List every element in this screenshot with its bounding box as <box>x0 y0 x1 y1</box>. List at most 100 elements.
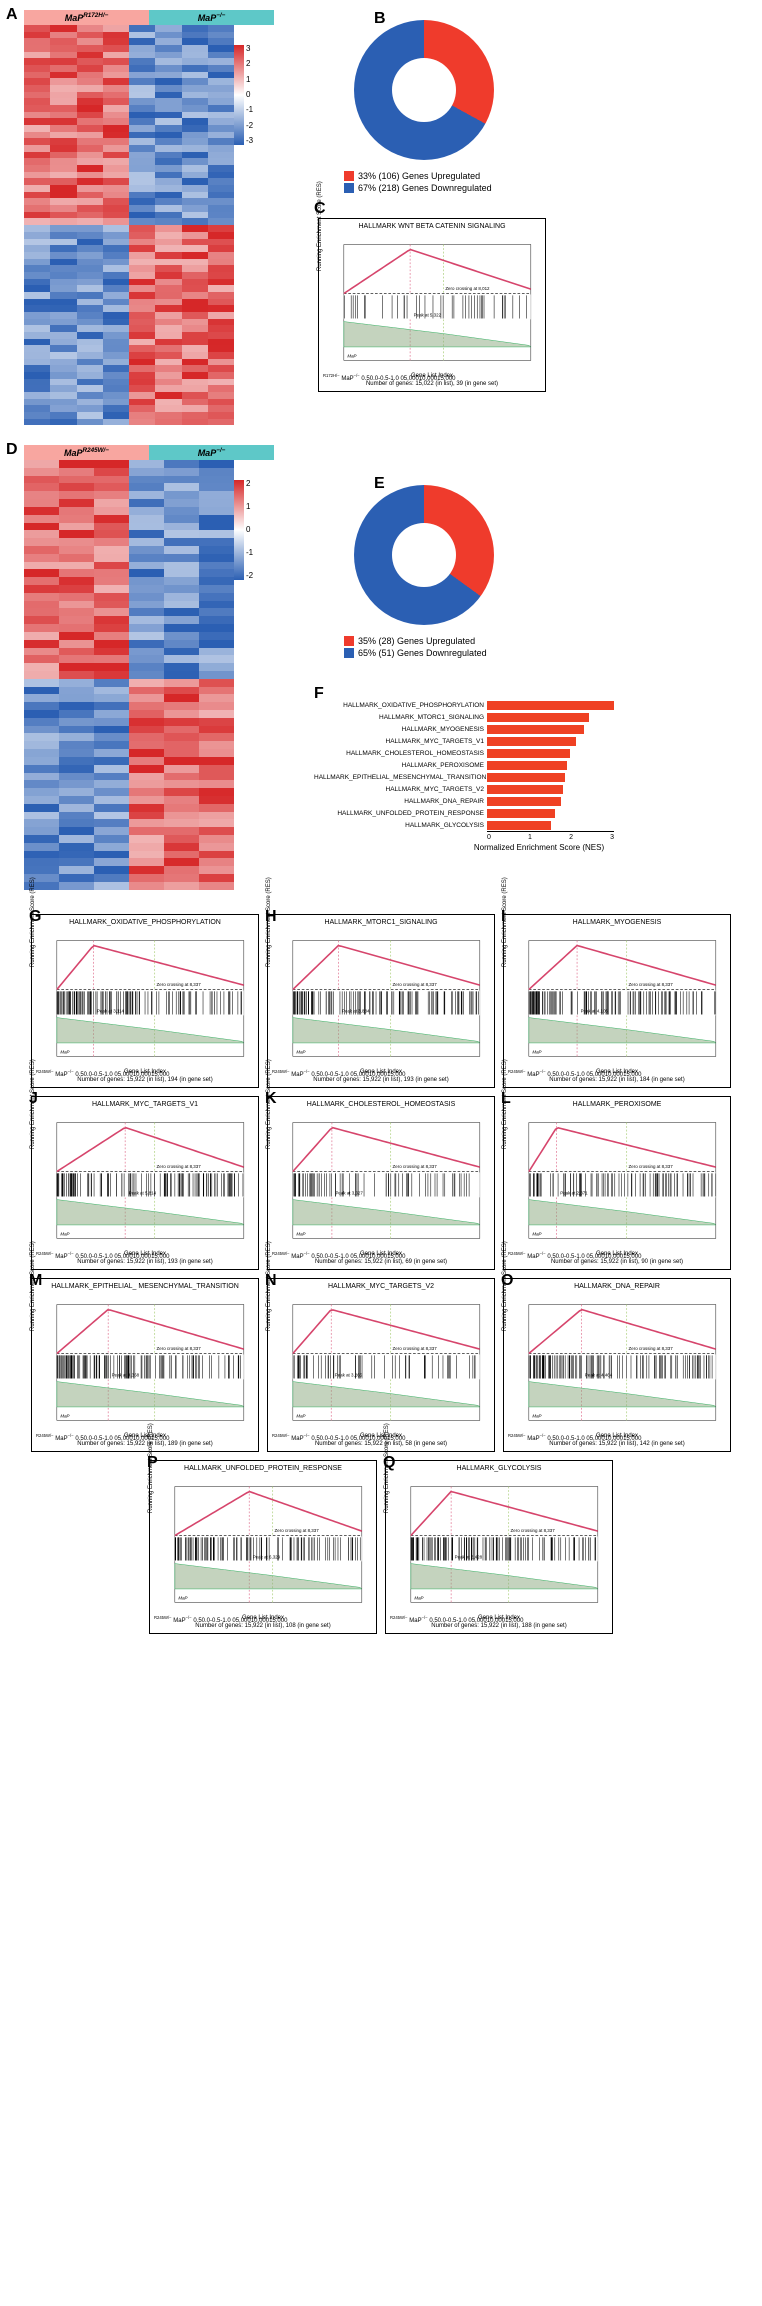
bar-label: HALLMARK_CHOLESTEROL_HOMEOSTASIS <box>314 750 487 757</box>
svg-text:Peak at 3,884: Peak at 3,884 <box>342 1009 370 1014</box>
svg-text:Peak at 3,265: Peak at 3,265 <box>335 1373 363 1378</box>
panel-label-A: A <box>6 6 18 24</box>
gsea-ylabel: Running Enrichment Score (RES) <box>30 1241 36 1331</box>
bar-label: HALLMARK_MTORC1_SIGNALING <box>314 714 487 721</box>
svg-text:Zero crossing at 8,337: Zero crossing at 8,337 <box>275 1528 320 1533</box>
panel-M: M HALLMARK_EPITHELIAL_ MESENCHYMAL_TRANS… <box>27 1274 263 1456</box>
bar-xlabel: Normalized Enrichment Score (NES) <box>464 843 614 852</box>
gsea-title: HALLMARK WNT BETA CATENIN SIGNALING <box>323 223 541 239</box>
svg-text:MaP: MaP <box>60 1414 69 1419</box>
donut-E: 35% (28) Genes Upregulated 65% (51) Gene… <box>314 485 534 659</box>
gsea-panel-J: HALLMARK_MYC_TARGETS_V1 Running Enrichme… <box>31 1096 259 1270</box>
gsea-panel-P: HALLMARK_UNFOLDED_PROTEIN_RESPONSE Runni… <box>149 1460 377 1634</box>
bar-label: HALLMARK_UNFOLDED_PROTEIN_RESPONSE <box>314 810 487 817</box>
gsea-title: HALLMARK_EPITHELIAL_ MESENCHYMAL_TRANSIT… <box>36 1283 254 1299</box>
bar-label: HALLMARK_MYC_TARGETS_V1 <box>314 738 487 745</box>
donut-chart <box>354 20 494 160</box>
svg-text:MaP: MaP <box>296 1414 305 1419</box>
svg-text:MaP: MaP <box>532 1050 541 1055</box>
gsea-ylabel: Running Enrichment Score (RES) <box>502 1059 508 1149</box>
panel-Q: Q HALLMARK_GLYCOLYSIS Running Enrichment… <box>381 1456 617 1638</box>
gsea-title: HALLMARK_UNFOLDED_PROTEIN_RESPONSE <box>154 1465 372 1481</box>
svg-text:Peak at 3,327: Peak at 3,327 <box>335 1191 363 1196</box>
gsea-title: HALLMARK_GLYCOLYSIS <box>390 1465 608 1481</box>
gsea-ylabel: Running Enrichment Score (RES) <box>384 1423 390 1513</box>
gsea-plot: Running Enrichment Score (RES) Peak at 4… <box>508 1301 726 1431</box>
gsea-panel-I: HALLMARK_MYOGENESIS Running Enrichment S… <box>503 914 731 1088</box>
bar-label: HALLMARK_DNA_REPAIR <box>314 798 487 805</box>
gsea-ylabel: Running Enrichment Score (RES) <box>266 1241 272 1331</box>
svg-text:Zero crossing at 8,337: Zero crossing at 8,337 <box>511 1528 556 1533</box>
heatmap-header-right: MaP−/− <box>149 445 274 460</box>
gsea-ylabel: Running Enrichment Score (RES) <box>502 1241 508 1331</box>
donut-B: 33% (106) Genes Upregulated 67% (218) Ge… <box>314 20 534 194</box>
donut-legend: 35% (28) Genes Upregulated 65% (51) Gene… <box>344 635 534 659</box>
svg-text:MaP: MaP <box>296 1050 305 1055</box>
panel-label-D: D <box>6 441 18 459</box>
gsea-ylabel: Running Enrichment Score (RES) <box>502 877 508 967</box>
svg-text:Zero crossing at 8,337: Zero crossing at 8,337 <box>157 1164 202 1169</box>
svg-text:Peak at 4,105: Peak at 4,105 <box>581 1009 609 1014</box>
panel-C: C HALLMARK WNT BETA CATENIN SIGNALING Ru… <box>314 214 550 396</box>
figure-container: A MaPR172H/− MaP−/− 3210-1-2-3 B 33% (10… <box>10 10 752 1638</box>
panel-P: P HALLMARK_UNFOLDED_PROTEIN_RESPONSE Run… <box>145 1456 381 1638</box>
legend-up: 35% (28) Genes Upregulated <box>358 636 475 646</box>
gsea-panel-C: HALLMARK WNT BETA CATENIN SIGNALING Runn… <box>318 218 546 392</box>
svg-text:Zero crossing at 8,337: Zero crossing at 8,337 <box>157 982 202 987</box>
heatmap-header-left: MaPR172H/− <box>24 10 149 25</box>
svg-text:Peak at 3,114: Peak at 3,114 <box>97 1009 125 1014</box>
gsea-ylabel: Running Enrichment Score (RES) <box>148 1423 154 1513</box>
svg-text:MaP: MaP <box>296 1232 305 1237</box>
svg-text:Peak at 3,428: Peak at 3,428 <box>455 1555 483 1560</box>
panel-K: K HALLMARK_CHOLESTEROL_HOMEOSTASIS Runni… <box>263 1092 499 1274</box>
gsea-panel-K: HALLMARK_CHOLESTEROL_HOMEOSTASIS Running… <box>267 1096 495 1270</box>
gsea-plot: Running Enrichment Score (RES) Peak at 3… <box>36 937 254 1067</box>
svg-text:Zero crossing at 8,337: Zero crossing at 8,337 <box>393 1346 438 1351</box>
legend-down: 65% (51) Genes Downregulated <box>358 648 487 658</box>
heatmap-D: MaPR245W/− MaP−/− 210-1-2 <box>24 445 274 890</box>
svg-text:Peak at 5,814: Peak at 5,814 <box>129 1191 157 1196</box>
heatmap-header-left: MaPR245W/− <box>24 445 149 460</box>
svg-text:MaP: MaP <box>347 354 356 359</box>
panel-E: E 35% (28) Genes Upregulated 65% (51) Ge… <box>314 485 614 659</box>
bar-label: HALLMARK_PEROXISOME <box>314 762 487 769</box>
gsea-title: HALLMARK_MYC_TARGETS_V1 <box>36 1101 254 1117</box>
bar-label: HALLMARK_MYOGENESIS <box>314 726 487 733</box>
panel-G: G HALLMARK_OXIDATIVE_PHOSPHORYLATION Run… <box>27 910 263 1092</box>
bar-label: HALLMARK_GLYCOLYSIS <box>314 822 487 829</box>
panel-J: J HALLMARK_MYC_TARGETS_V1 Running Enrich… <box>27 1092 263 1274</box>
gsea-C: HALLMARK WNT BETA CATENIN SIGNALING Runn… <box>314 218 550 392</box>
gsea-plot: Running Enrichment Score (RES) Peak at 5… <box>323 241 541 371</box>
panel-O: O HALLMARK_DNA_REPAIR Running Enrichment… <box>499 1274 735 1456</box>
svg-text:MaP: MaP <box>178 1596 187 1601</box>
gsea-title: HALLMARK_CHOLESTEROL_HOMEOSTASIS <box>272 1101 490 1117</box>
panel-B: B 33% (106) Genes Upregulated 67% (218) … <box>314 20 550 194</box>
gsea-title: HALLMARK_MYC_TARGETS_V2 <box>272 1283 490 1299</box>
panel-label-F: F <box>314 685 324 703</box>
gsea-ylabel: Running Enrichment Score (RES) <box>266 877 272 967</box>
svg-text:Zero crossing at 8,012: Zero crossing at 8,012 <box>445 286 490 291</box>
gsea-title: HALLMARK_MTORC1_SIGNALING <box>272 919 490 935</box>
svg-text:MaP: MaP <box>532 1414 541 1419</box>
gsea-panel-L: HALLMARK_PEROXISOME Running Enrichment S… <box>503 1096 731 1270</box>
barchart-F: HALLMARK_OXIDATIVE_PHOSPHORYLATION HALLM… <box>314 699 614 852</box>
gsea-grid: G HALLMARK_OXIDATIVE_PHOSPHORYLATION Run… <box>10 910 752 1638</box>
svg-text:Zero crossing at 8,337: Zero crossing at 8,337 <box>393 982 438 987</box>
gsea-panel-O: HALLMARK_DNA_REPAIR Running Enrichment S… <box>503 1278 731 1452</box>
gsea-plot: Running Enrichment Score (RES) Peak at 6… <box>154 1483 372 1613</box>
gsea-plot: Running Enrichment Score (RES) Peak at 3… <box>390 1483 608 1613</box>
legend-down: 67% (218) Genes Downregulated <box>358 183 492 193</box>
gsea-title: HALLMARK_MYOGENESIS <box>508 919 726 935</box>
gsea-panel-N: HALLMARK_MYC_TARGETS_V2 Running Enrichme… <box>267 1278 495 1452</box>
svg-text:Zero crossing at 8,337: Zero crossing at 8,337 <box>629 1164 674 1169</box>
svg-text:Zero crossing at 8,337: Zero crossing at 8,337 <box>157 1346 202 1351</box>
legend-up: 33% (106) Genes Upregulated <box>358 171 480 181</box>
svg-text:Peak at 6,329: Peak at 6,329 <box>253 1555 281 1560</box>
panel-I: I HALLMARK_MYOGENESIS Running Enrichment… <box>499 910 735 1092</box>
bar-label: HALLMARK_EPITHELIAL_MESENCHYMAL_TRANSITI… <box>314 774 487 781</box>
svg-text:Peak at 4,464: Peak at 4,464 <box>585 1373 613 1378</box>
donut-legend: 33% (106) Genes Upregulated 67% (218) Ge… <box>344 170 534 194</box>
panel-label-B: B <box>374 10 386 28</box>
gsea-plot: Running Enrichment Score (RES) Peak at 3… <box>272 1119 490 1249</box>
gsea-ylabel: Running Enrichment Score (RES) <box>317 181 323 271</box>
